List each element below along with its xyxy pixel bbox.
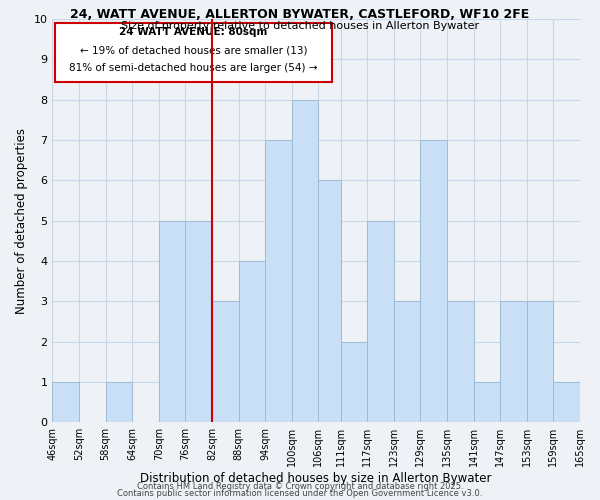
Bar: [265, 140, 292, 422]
Bar: [159, 220, 185, 422]
Text: 24, WATT AVENUE, ALLERTON BYWATER, CASTLEFORD, WF10 2FE: 24, WATT AVENUE, ALLERTON BYWATER, CASTL…: [70, 8, 530, 20]
Bar: [239, 261, 265, 422]
Bar: [473, 382, 500, 422]
Text: Contains public sector information licensed under the Open Government Licence v3: Contains public sector information licen…: [118, 490, 482, 498]
Text: 24 WATT AVENUE: 80sqm: 24 WATT AVENUE: 80sqm: [119, 27, 268, 37]
FancyBboxPatch shape: [55, 23, 332, 82]
Bar: [185, 220, 212, 422]
Bar: [553, 382, 580, 422]
Text: 81% of semi-detached houses are larger (54) →: 81% of semi-detached houses are larger (…: [69, 64, 318, 74]
Bar: [421, 140, 447, 422]
Y-axis label: Number of detached properties: Number of detached properties: [15, 128, 28, 314]
Bar: [500, 302, 527, 422]
Bar: [52, 382, 79, 422]
Bar: [292, 100, 319, 422]
Bar: [394, 302, 421, 422]
Text: ← 19% of detached houses are smaller (13): ← 19% of detached houses are smaller (13…: [80, 45, 307, 55]
Bar: [527, 302, 553, 422]
Bar: [319, 180, 341, 422]
Bar: [212, 302, 239, 422]
Bar: [341, 342, 367, 422]
Bar: [447, 302, 473, 422]
Text: Contains HM Land Registry data © Crown copyright and database right 2025.: Contains HM Land Registry data © Crown c…: [137, 482, 463, 491]
Text: Size of property relative to detached houses in Allerton Bywater: Size of property relative to detached ho…: [121, 21, 479, 31]
Bar: [106, 382, 132, 422]
Bar: [367, 220, 394, 422]
X-axis label: Distribution of detached houses by size in Allerton Bywater: Distribution of detached houses by size …: [140, 472, 492, 485]
